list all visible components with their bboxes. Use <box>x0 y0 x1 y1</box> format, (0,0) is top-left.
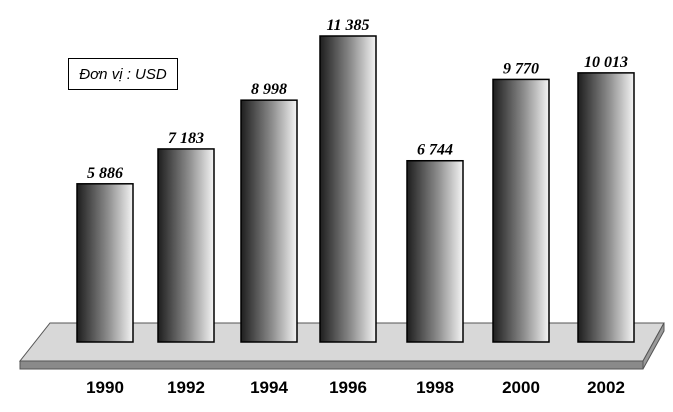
bar-1992 <box>157 148 215 343</box>
bar-2002 <box>577 72 635 343</box>
platform-front <box>19 360 644 370</box>
category-label-1998: 1998 <box>416 378 454 397</box>
platform-side <box>642 322 665 370</box>
category-labels-group: 1990 1992 1994 1996 1998 2000 2002 <box>86 378 625 397</box>
category-label-1992: 1992 <box>167 378 205 397</box>
value-label-2002: 10 013 <box>584 54 628 71</box>
value-label-2000: 9 770 <box>503 60 539 77</box>
bar-1996 <box>319 35 377 343</box>
category-label-2002: 2002 <box>587 378 625 397</box>
value-label-1998: 6 744 <box>417 142 453 159</box>
bar-1994 <box>240 99 298 343</box>
category-label-1994: 1994 <box>250 378 288 397</box>
value-label-1992: 7 183 <box>168 130 204 147</box>
bar-2000 <box>492 78 550 343</box>
bars-group <box>76 35 635 343</box>
value-label-1994: 8 998 <box>251 81 287 98</box>
category-label-2000: 2000 <box>502 378 540 397</box>
unit-label: Đơn vị : USD <box>68 58 178 90</box>
category-label-1996: 1996 <box>329 378 367 397</box>
value-label-1996: 11 385 <box>326 17 369 34</box>
value-label-1990: 5 886 <box>87 165 123 182</box>
bar-1998 <box>406 159 464 343</box>
bar-1990 <box>76 183 134 343</box>
value-labels-group: 5 886 7 183 8 998 11 385 6 744 9 770 10 013 <box>87 17 628 182</box>
category-label-1990: 1990 <box>86 378 124 397</box>
